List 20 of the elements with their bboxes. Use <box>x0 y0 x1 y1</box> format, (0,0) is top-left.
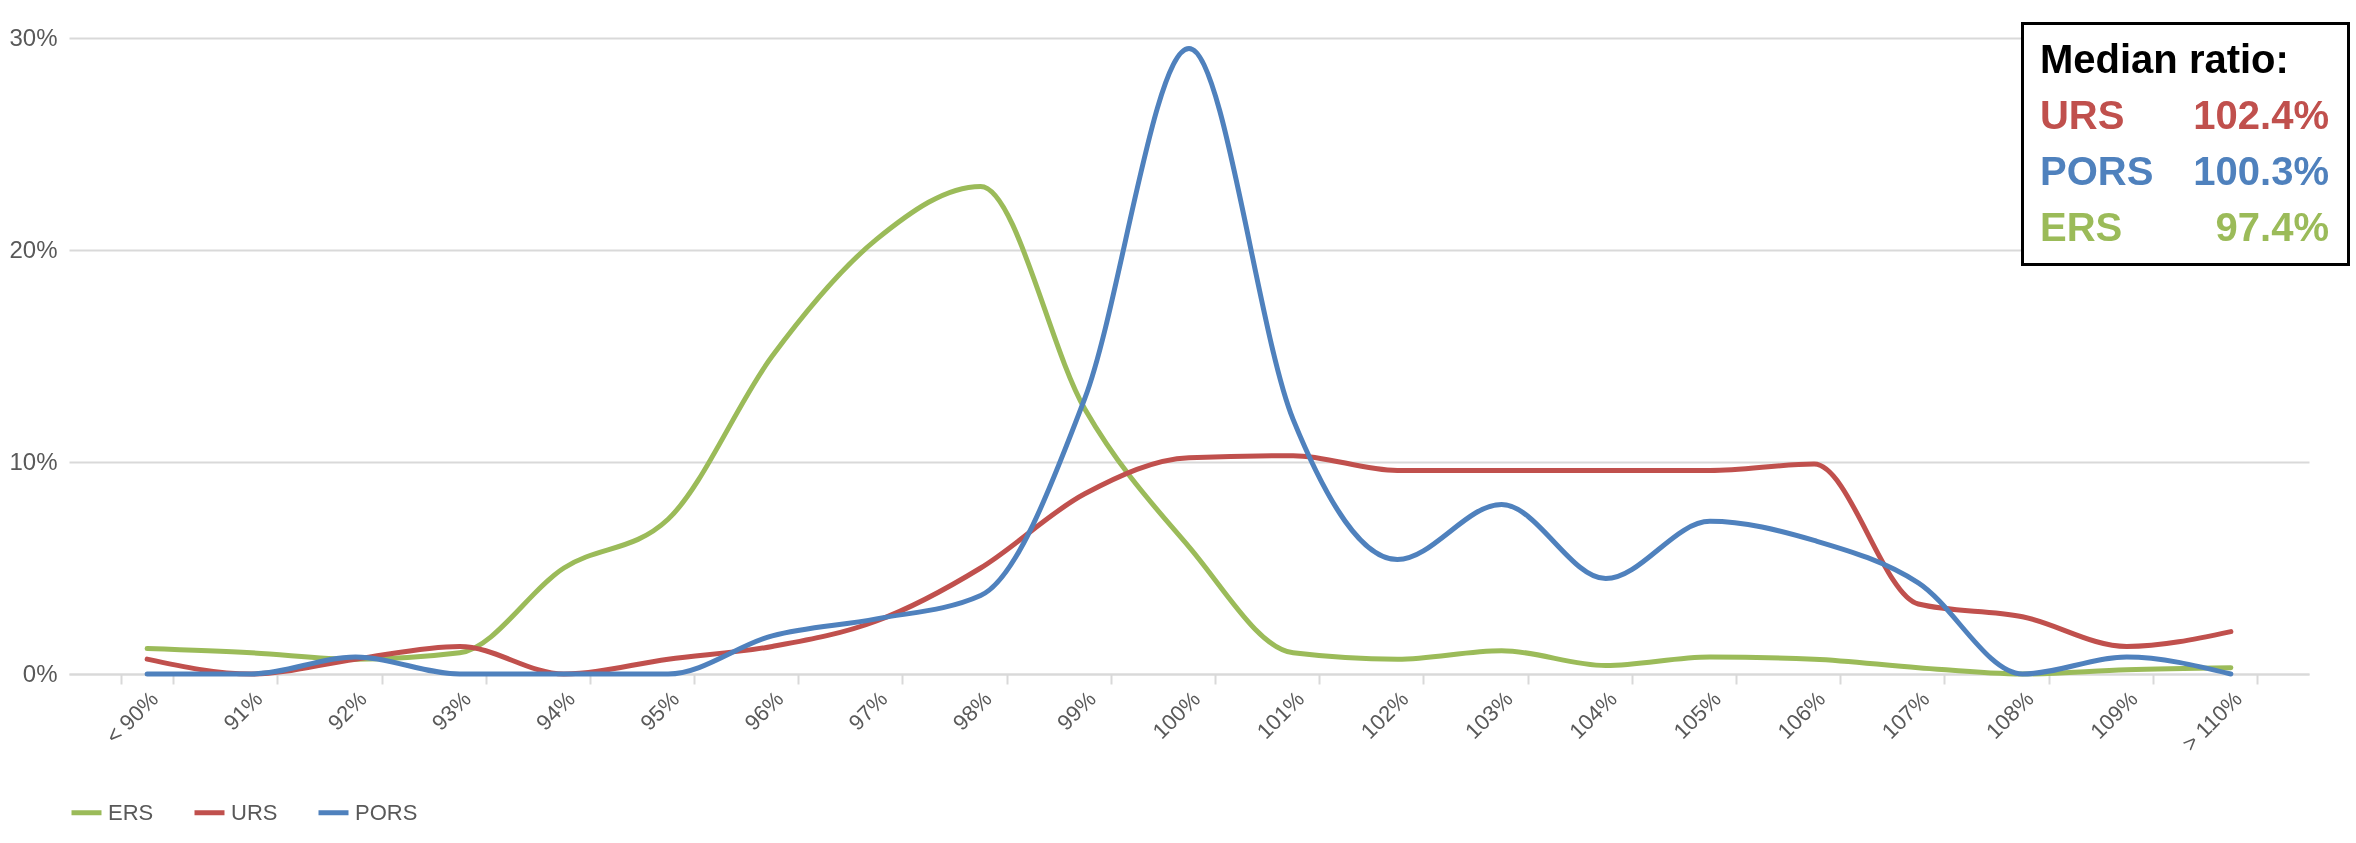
x-tick-label: 99% <box>1052 686 1101 736</box>
annotation: Median ratio: <box>2039 36 2290 83</box>
x-tick-label: 91% <box>218 686 268 736</box>
y-tick-label: 30% <box>9 23 58 51</box>
y-tick-label: 0% <box>22 659 58 687</box>
note-frame: Median ratio: URS 102.4% PORS 100.3% ERS 97.4% <box>2020 22 2350 266</box>
y-tick-label: 10% <box>9 447 58 475</box>
legend-label: ERS <box>108 799 154 825</box>
x-tick-label: 97% <box>843 686 893 736</box>
x-tick-label: 92% <box>322 686 372 736</box>
x-tick-label: 95% <box>635 686 685 736</box>
annotation: PORS 100.3% <box>2039 148 2329 195</box>
x-tick-label: < 90% <box>100 686 164 749</box>
x-tick-label: 94% <box>531 686 580 736</box>
x-tick-label: 93% <box>426 686 476 736</box>
x-tick-label: 98% <box>947 686 997 736</box>
y-tick-label: 20% <box>9 235 58 263</box>
x-tick-label: 96% <box>739 686 789 736</box>
legend-label: URS <box>231 799 278 825</box>
legend-label: PORS <box>355 799 418 825</box>
